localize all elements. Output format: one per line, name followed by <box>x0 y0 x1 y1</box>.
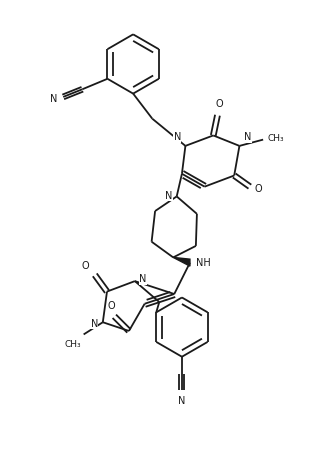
Polygon shape <box>173 257 190 266</box>
Text: O: O <box>82 261 89 271</box>
Text: N: N <box>139 274 146 284</box>
Text: CH₃: CH₃ <box>64 340 81 349</box>
Text: O: O <box>107 301 114 311</box>
Text: N: N <box>90 319 98 329</box>
Text: NH: NH <box>196 258 211 268</box>
Text: N: N <box>50 94 57 105</box>
Text: N: N <box>165 191 172 201</box>
Text: N: N <box>244 132 251 142</box>
Text: N: N <box>178 396 186 406</box>
Text: CH₃: CH₃ <box>267 134 284 143</box>
Text: O: O <box>215 99 223 109</box>
Text: N: N <box>173 132 181 142</box>
Text: O: O <box>254 184 262 194</box>
